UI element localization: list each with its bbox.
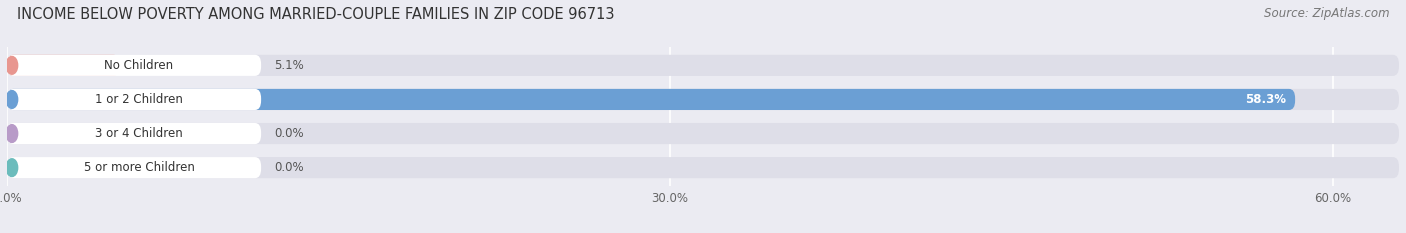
Text: No Children: No Children — [104, 59, 173, 72]
FancyBboxPatch shape — [7, 55, 1399, 76]
Circle shape — [6, 125, 18, 142]
Text: 5.1%: 5.1% — [274, 59, 304, 72]
FancyBboxPatch shape — [7, 123, 262, 144]
Text: 58.3%: 58.3% — [1246, 93, 1286, 106]
Circle shape — [6, 91, 18, 108]
Text: 0.0%: 0.0% — [274, 127, 304, 140]
FancyBboxPatch shape — [7, 55, 120, 76]
FancyBboxPatch shape — [7, 157, 262, 178]
FancyBboxPatch shape — [7, 123, 1399, 144]
FancyBboxPatch shape — [7, 157, 1399, 178]
Text: INCOME BELOW POVERTY AMONG MARRIED-COUPLE FAMILIES IN ZIP CODE 96713: INCOME BELOW POVERTY AMONG MARRIED-COUPL… — [17, 7, 614, 22]
Text: 3 or 4 Children: 3 or 4 Children — [96, 127, 183, 140]
Text: Source: ZipAtlas.com: Source: ZipAtlas.com — [1264, 7, 1389, 20]
Text: 5 or more Children: 5 or more Children — [83, 161, 194, 174]
Circle shape — [6, 159, 18, 177]
FancyBboxPatch shape — [7, 55, 262, 76]
Text: 1 or 2 Children: 1 or 2 Children — [96, 93, 183, 106]
Text: 0.0%: 0.0% — [274, 161, 304, 174]
Circle shape — [6, 56, 18, 74]
FancyBboxPatch shape — [7, 89, 262, 110]
FancyBboxPatch shape — [7, 89, 1295, 110]
FancyBboxPatch shape — [7, 89, 1399, 110]
